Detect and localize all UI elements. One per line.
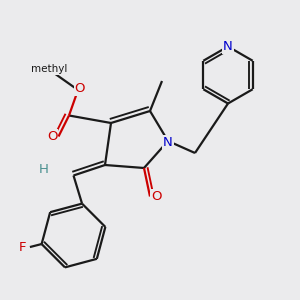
- Text: O: O: [47, 130, 58, 143]
- Text: N: N: [163, 136, 173, 149]
- Text: N: N: [223, 40, 233, 53]
- Text: F: F: [18, 241, 26, 254]
- Text: O: O: [151, 190, 161, 203]
- Text: H: H: [39, 163, 48, 176]
- Text: O: O: [74, 82, 85, 95]
- Text: methyl: methyl: [31, 64, 68, 74]
